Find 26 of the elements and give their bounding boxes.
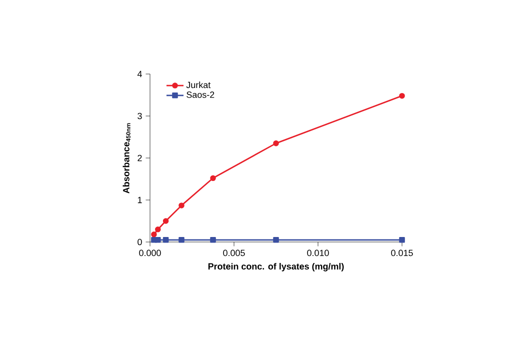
point xyxy=(210,237,216,243)
point xyxy=(399,92,405,99)
point xyxy=(273,140,279,146)
point xyxy=(273,237,279,243)
y-tick-label: 3 xyxy=(138,112,142,120)
point xyxy=(210,175,216,182)
legend-label: Jurkat xyxy=(186,82,211,88)
point xyxy=(162,218,169,224)
y-axis-title: Absorbance$_{450nm}$ xyxy=(122,123,130,194)
point xyxy=(155,237,161,243)
x-tick-label: 0.010 xyxy=(307,250,329,256)
point xyxy=(178,202,184,208)
point xyxy=(151,232,157,238)
x-tick-label: 0.000 xyxy=(139,250,161,256)
point xyxy=(178,237,184,243)
y-tick-label: 2 xyxy=(138,154,142,162)
y-tick-label: 0 xyxy=(138,238,142,246)
y-tick-label: 1 xyxy=(138,196,142,204)
point xyxy=(162,237,169,243)
x-tick-label: 0.005 xyxy=(223,250,245,256)
y-tick-label: 4 xyxy=(137,70,142,78)
x-tick-label: 0.015 xyxy=(391,250,413,256)
point xyxy=(399,237,405,243)
point xyxy=(155,226,161,232)
x-axis-title: Protein conc. of lysates (mg/ml) xyxy=(208,262,344,272)
legend-label: Saos-2 xyxy=(186,92,214,98)
